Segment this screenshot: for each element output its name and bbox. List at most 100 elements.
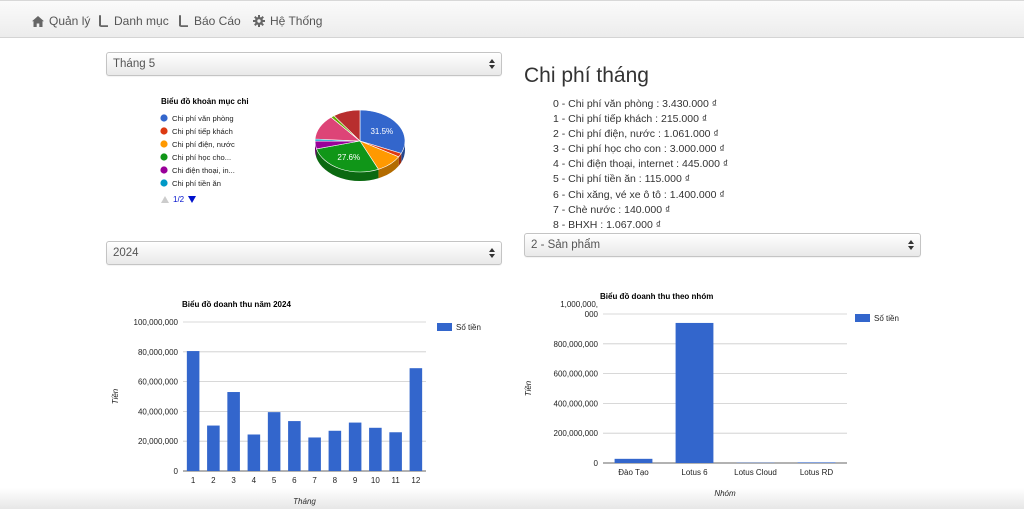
y-tick-label: 1,000,000, [560, 300, 598, 309]
y-tick-label: 0 [174, 467, 179, 476]
legend-swatch [160, 153, 167, 160]
x-tick-label: 12 [411, 476, 420, 485]
legend-swatch [160, 114, 167, 121]
bar[interactable] [389, 432, 402, 471]
x-tick-label: Lotus RD [800, 468, 834, 477]
x-tick-label: 10 [371, 476, 380, 485]
nav-he-thong[interactable]: Hệ Thống [253, 12, 322, 30]
y-tick-label: 40,000,000 [138, 407, 179, 416]
pie-graphic: 31.5%27.6% [315, 110, 405, 181]
y-tick-label: 200,000,000 [554, 429, 599, 438]
group-select[interactable]: 2 - Sản phẩm [524, 233, 921, 257]
legend-pager[interactable]: 1/2 [161, 195, 196, 204]
cost-item: 1 - Chi phí tiếp khách : 215.000 ₫ [553, 112, 728, 127]
pager-up-icon[interactable] [161, 196, 169, 203]
month-select[interactable]: Tháng 5 [106, 52, 502, 76]
legend-label: Chi phí điện, nước [172, 140, 235, 149]
x-tick-label: Đào Tạo [618, 468, 649, 477]
bar[interactable] [227, 392, 240, 471]
x-tick-label: 7 [312, 476, 317, 485]
nav-bao-cao[interactable]: Báo Cáo [179, 12, 241, 30]
y-tick-label: 0 [594, 459, 599, 468]
bar[interactable] [207, 426, 220, 471]
cost-item: 2 - Chi phí điện, nước : 1.061.000 ₫ [553, 127, 728, 142]
pie-legend: Chi phí văn phòng Chi phí tiếp khách Chi p… [160, 114, 235, 188]
y-tick-label: 400,000,000 [554, 399, 599, 408]
nav-label: Danh mục [114, 14, 169, 28]
cost-item: 3 - Chi phí học cho con : 3.000.000 ₫ [553, 142, 728, 157]
x-tick-label: 6 [292, 476, 297, 485]
pie-chart-title: Biểu đồ khoản mục chi [161, 97, 249, 106]
home-icon [32, 16, 44, 27]
x-tick-label: 8 [333, 476, 338, 485]
legend-label: Số tiền [874, 314, 899, 323]
legend-swatch [437, 323, 452, 331]
x-tick-label: Lotus Cloud [734, 468, 777, 477]
bar[interactable] [268, 412, 281, 471]
x-tick-label: 5 [272, 476, 277, 485]
y-tick-label: 600,000,000 [554, 370, 599, 379]
cost-item: 7 - Chè nước : 140.000 ₫ [553, 203, 728, 218]
pie-slice-label: 27.6% [337, 153, 360, 162]
bar[interactable] [288, 421, 301, 471]
legend-label: Chi phí tiếp khách [172, 127, 233, 136]
cost-item: 4 - Chi điện thoại, internet : 445.000 ₫ [553, 157, 728, 172]
y-axis-title: Tiền [524, 380, 533, 396]
nav-danh-muc[interactable]: Danh mục [99, 12, 169, 30]
legend-label: Chi phí tiền ăn [172, 179, 221, 188]
cost-section-title: Chi phí tháng [524, 64, 649, 88]
legend-label: Chi phí học cho... [172, 153, 231, 162]
top-navbar: Quản lý Danh mục Báo Cáo Hệ Th [0, 0, 1024, 38]
bar[interactable] [187, 351, 200, 471]
page-bottom-shadow [0, 488, 1024, 509]
bar[interactable] [329, 431, 342, 471]
cost-item: 6 - Chi xăng, vé xe ô tô : 1.400.000 ₫ [553, 188, 728, 203]
legend-swatch [855, 314, 870, 322]
y-tick-label: 60,000,000 [138, 378, 179, 387]
bar[interactable] [615, 459, 653, 463]
select-arrows-icon [488, 58, 496, 70]
nav-label: Báo Cáo [194, 14, 241, 28]
nav-label: Quản lý [49, 14, 90, 28]
bar[interactable] [798, 462, 836, 463]
month-select-value: Tháng 5 [113, 58, 155, 70]
gear-icon [253, 15, 265, 27]
pager-label: 1/2 [173, 195, 185, 204]
cost-item: 0 - Chi phí văn phòng : 3.430.000 ₫ [553, 97, 728, 112]
y-tick-label: 000 [585, 310, 599, 319]
bar[interactable] [248, 434, 261, 471]
y-tick-label: 100,000,000 [134, 318, 179, 327]
y-tick-label: 20,000,000 [138, 437, 179, 446]
year-select-value: 2024 [113, 247, 139, 259]
year-select[interactable]: 2024 [106, 241, 502, 265]
book-icon [99, 15, 109, 27]
nav-quan-ly[interactable]: Quản lý [32, 12, 90, 30]
x-tick-label: Lotus 6 [681, 468, 708, 477]
cost-item: 5 - Chi phí tiền ăn : 115.000 ₫ [553, 172, 728, 187]
bar[interactable] [410, 368, 423, 471]
legend-swatch [160, 127, 167, 134]
y-tick-label: 80,000,000 [138, 348, 179, 357]
bar[interactable] [676, 323, 714, 463]
group-select-value: 2 - Sản phẩm [531, 239, 600, 251]
x-tick-label: 4 [252, 476, 257, 485]
y-axis-title: Tiền [111, 388, 120, 404]
x-tick-label: 2 [211, 476, 216, 485]
cost-list: 0 - Chi phí văn phòng : 3.430.000 ₫ 1 - C… [553, 97, 728, 233]
select-arrows-icon [907, 239, 915, 251]
expense-pie-chart: Biểu đồ khoản mục chi Chi phí văn phòngC… [150, 88, 420, 213]
x-tick-label: 1 [191, 476, 196, 485]
book-icon [179, 15, 189, 27]
bar[interactable] [349, 423, 362, 471]
pager-down-icon[interactable] [188, 196, 196, 203]
nav-label: Hệ Thống [270, 14, 322, 28]
bar[interactable] [369, 428, 382, 471]
y-tick-label: 800,000,000 [554, 340, 599, 349]
x-tick-label: 3 [231, 476, 236, 485]
bar[interactable] [308, 437, 321, 471]
x-tick-label: 11 [391, 476, 400, 485]
x-tick-label: 9 [353, 476, 358, 485]
chart-title: Biểu đồ doanh thu theo nhóm [600, 292, 713, 301]
cost-item: 8 - BHXH : 1.067.000 ₫ [553, 218, 728, 233]
chart-title: Biểu đồ doanh thu năm 2024 [182, 300, 291, 309]
